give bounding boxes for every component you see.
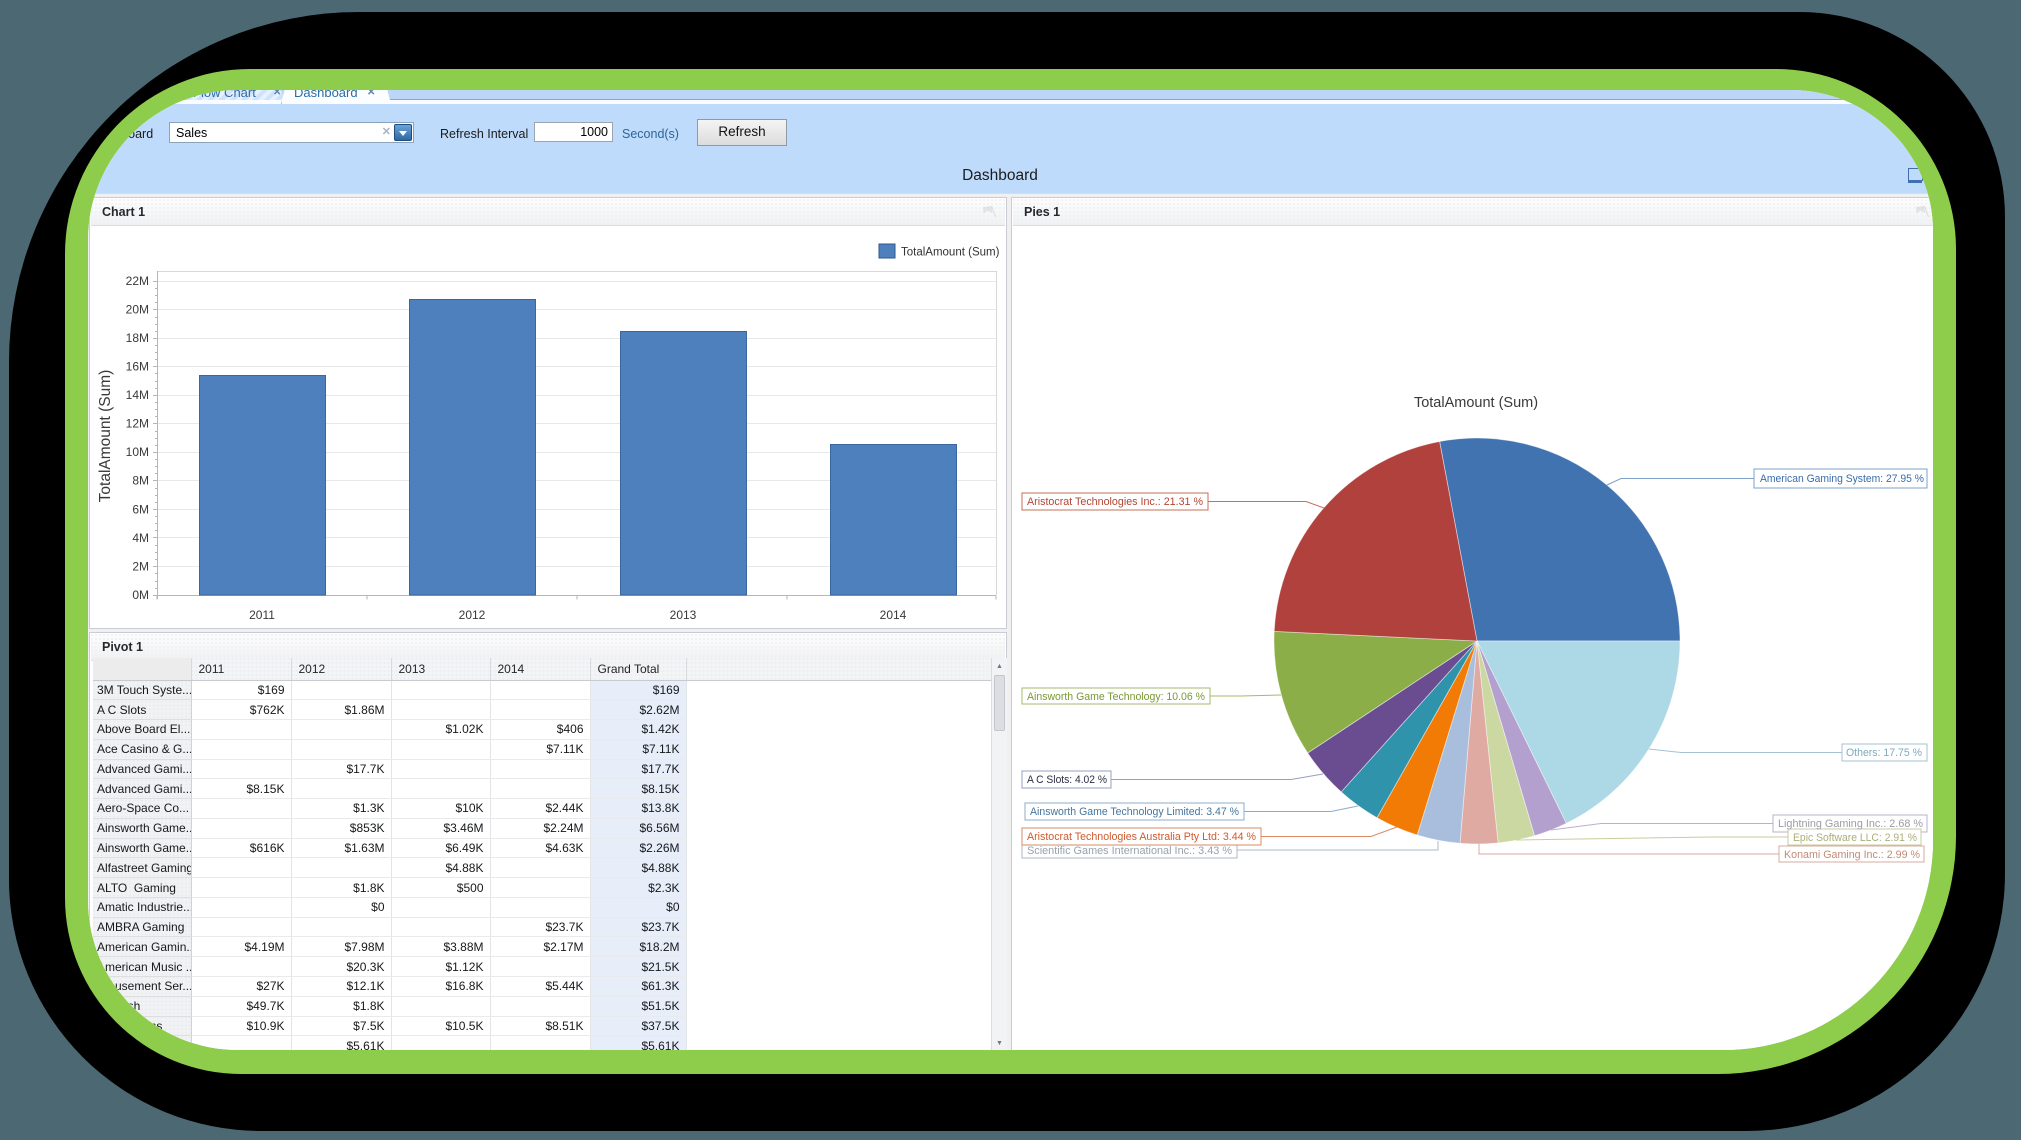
svg-text:Lightning Gaming Inc.: 2.68 %: Lightning Gaming Inc.: 2.68 %	[1778, 818, 1923, 830]
svg-text:16M: 16M	[126, 360, 149, 374]
svg-text:22M: 22M	[126, 274, 149, 288]
svg-text:6M: 6M	[132, 503, 149, 517]
svg-text:14M: 14M	[126, 388, 149, 402]
svg-text:Ainsworth Game Technology Limi: Ainsworth Game Technology Limited: 3.47 …	[1030, 806, 1239, 818]
svg-text:10M: 10M	[126, 445, 149, 459]
svg-text:American Gaming System: 27.95: American Gaming System: 27.95 %	[1760, 473, 1924, 485]
svg-text:0M: 0M	[132, 588, 149, 602]
svg-text:18M: 18M	[126, 331, 149, 345]
svg-text:A C Slots: 4.02 %: A C Slots: 4.02 %	[1027, 774, 1107, 786]
svg-text:2M: 2M	[132, 560, 149, 574]
svg-text:4M: 4M	[132, 531, 149, 545]
svg-text:20M: 20M	[126, 303, 149, 317]
svg-text:2013: 2013	[670, 608, 697, 622]
svg-text:Konami Gaming Inc.: 2.99 %: Konami Gaming Inc.: 2.99 %	[1784, 849, 1920, 861]
svg-text:Aristocrat Technologies Inc.:: Aristocrat Technologies Inc.: 21.31 %	[1027, 496, 1203, 508]
svg-text:TotalAmount (Sum): TotalAmount (Sum)	[97, 370, 114, 503]
svg-text:2012: 2012	[459, 608, 486, 622]
svg-text:Others: 17.75 %: Others: 17.75 %	[1846, 747, 1922, 759]
svg-text:Ainsworth Game Technology: 10.: Ainsworth Game Technology: 10.06 %	[1027, 691, 1205, 703]
svg-text:2011: 2011	[249, 608, 275, 622]
svg-text:Aristocrat Technologies Austra: Aristocrat Technologies Australia Pty Lt…	[1027, 831, 1256, 843]
svg-text:TotalAmount (Sum): TotalAmount (Sum)	[1414, 395, 1538, 411]
svg-text:8M: 8M	[132, 474, 149, 488]
svg-text:2014: 2014	[880, 608, 907, 622]
svg-text:12M: 12M	[126, 417, 149, 431]
svg-text:Epic Software LLC: 2.91 %: Epic Software LLC: 2.91 %	[1793, 832, 1917, 844]
svg-text:TotalAmount (Sum): TotalAmount (Sum)	[901, 247, 1000, 259]
svg-text:Scientific Games International: Scientific Games International Inc.: 3.4…	[1027, 845, 1232, 857]
